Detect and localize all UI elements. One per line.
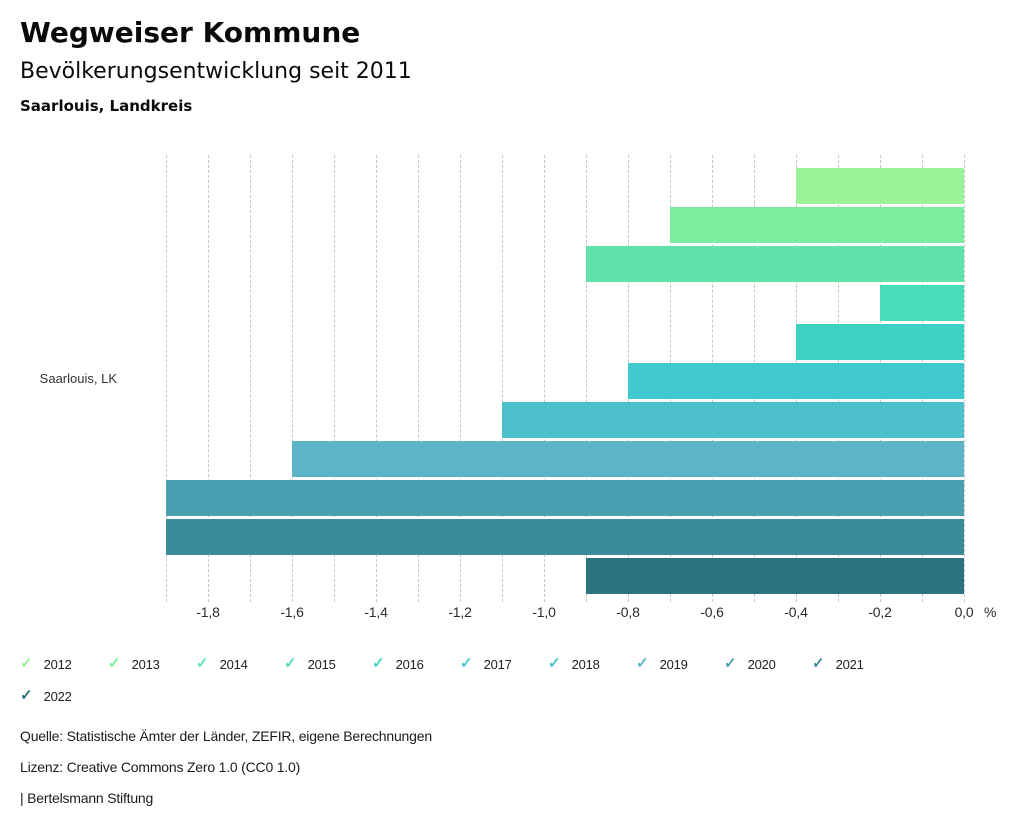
bar-2020[interactable] <box>166 480 964 516</box>
legend-item-2022[interactable]: ✓ 2022 <box>20 688 108 704</box>
chart-subtitle: Bevölkerungsentwicklung seit 2011 <box>20 58 412 84</box>
bar-2022[interactable] <box>586 558 964 594</box>
legend-item-2021[interactable]: ✓ 2021 <box>812 656 900 672</box>
region-label: Saarlouis, Landkreis <box>20 96 193 115</box>
legend-label: 2013 <box>131 656 160 672</box>
check-icon: ✓ <box>812 655 825 672</box>
bar-2021[interactable] <box>166 519 964 555</box>
gridline <box>166 155 167 602</box>
x-tick-label: -0,8 <box>616 604 640 620</box>
bar-2013[interactable] <box>670 207 964 243</box>
gridline <box>334 155 335 602</box>
legend-item-2018[interactable]: ✓ 2018 <box>548 656 636 672</box>
x-tick-label: -0,2 <box>868 604 892 620</box>
bar-2015[interactable] <box>880 285 964 321</box>
legend-label: 2016 <box>395 656 424 672</box>
check-icon: ✓ <box>460 655 473 672</box>
legend-label: 2021 <box>835 656 864 672</box>
x-tick-label: -0,4 <box>784 604 808 620</box>
gridline <box>586 155 587 602</box>
legend-item-2020[interactable]: ✓ 2020 <box>724 656 812 672</box>
axis-unit-label: % <box>984 604 997 620</box>
chart-header: Wegweiser Kommune Bevölkerungsentwicklun… <box>20 16 412 115</box>
legend-row-2: ✓ 2022 <box>20 688 108 704</box>
x-tick-label: -1,0 <box>532 604 556 620</box>
legend-item-2013[interactable]: ✓ 2013 <box>108 656 196 672</box>
legend-label: 2022 <box>43 688 72 704</box>
bar-2018[interactable] <box>502 402 964 438</box>
legend-label: 2012 <box>43 656 72 672</box>
gridline <box>964 155 965 602</box>
x-tick-label: -0,6 <box>700 604 724 620</box>
legend-label: 2019 <box>659 656 688 672</box>
source-note: Quelle: Statistische Ämter der Länder, Z… <box>20 728 432 744</box>
bar-2014[interactable] <box>586 246 964 282</box>
attribution-note: | Bertelsmann Stiftung <box>20 790 154 806</box>
bar-2016[interactable] <box>796 324 964 360</box>
gridline <box>208 155 209 602</box>
gridline <box>292 155 293 602</box>
gridline <box>502 155 503 602</box>
check-icon: ✓ <box>108 655 121 672</box>
legend-label: 2014 <box>219 656 248 672</box>
legend-item-2012[interactable]: ✓ 2012 <box>20 656 108 672</box>
legend-item-2019[interactable]: ✓ 2019 <box>636 656 724 672</box>
legend-label: 2018 <box>571 656 600 672</box>
gridline <box>418 155 419 602</box>
bar-2012[interactable] <box>796 168 964 204</box>
license-note: Lizenz: Creative Commons Zero 1.0 (CC0 1… <box>20 759 301 775</box>
gridline <box>376 155 377 602</box>
bar-2019[interactable] <box>292 441 964 477</box>
legend-row-1: ✓ 2012 ✓ 2013 ✓ 2014 ✓ 2015 ✓ 2016 ✓ 2017 ✓ 2018 ✓ 2019… <box>20 656 900 672</box>
legend-label: 2015 <box>307 656 336 672</box>
legend-item-2015[interactable]: ✓ 2015 <box>284 656 372 672</box>
gridline <box>544 155 545 602</box>
gridline <box>460 155 461 602</box>
legend-label: 2017 <box>483 656 512 672</box>
check-icon: ✓ <box>636 655 649 672</box>
bar-2017[interactable] <box>628 363 964 399</box>
x-tick-label: -1,4 <box>364 604 388 620</box>
check-icon: ✓ <box>548 655 561 672</box>
x-tick-label: -1,2 <box>448 604 472 620</box>
check-icon: ✓ <box>284 655 297 672</box>
x-tick-label: 0,0 <box>954 604 974 620</box>
check-icon: ✓ <box>20 655 33 672</box>
x-tick-label: -1,6 <box>280 604 304 620</box>
category-label: Saarlouis, LK <box>39 371 117 386</box>
check-icon: ✓ <box>20 687 33 704</box>
x-tick-label: -1,8 <box>196 604 220 620</box>
page-title: Wegweiser Kommune <box>20 16 361 49</box>
gridline <box>250 155 251 602</box>
legend-item-2016[interactable]: ✓ 2016 <box>372 656 460 672</box>
check-icon: ✓ <box>196 655 209 672</box>
legend-item-2017[interactable]: ✓ 2017 <box>460 656 548 672</box>
legend-label: 2020 <box>747 656 776 672</box>
legend-item-2014[interactable]: ✓ 2014 <box>196 656 284 672</box>
check-icon: ✓ <box>372 655 385 672</box>
check-icon: ✓ <box>724 655 737 672</box>
